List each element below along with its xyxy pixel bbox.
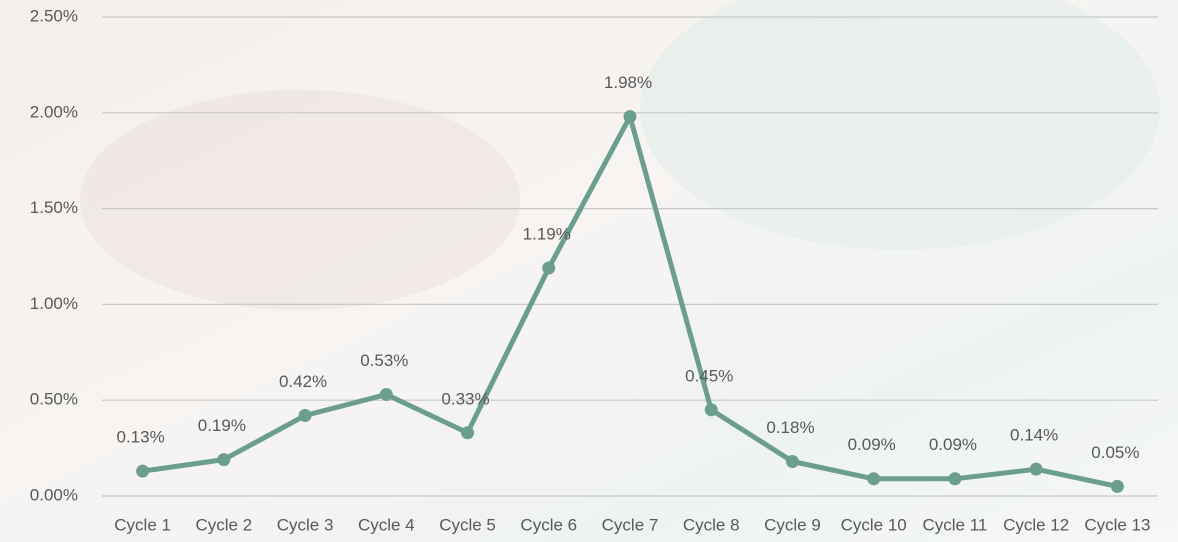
y-tick-label: 0.50% [30, 390, 78, 409]
x-tick-label: Cycle 10 [841, 515, 907, 534]
data-point [461, 426, 475, 440]
data-label: 0.13% [117, 428, 165, 447]
data-label: 1.19% [523, 224, 571, 243]
y-tick-label: 2.00% [30, 102, 78, 121]
data-label: 0.14% [1010, 426, 1058, 445]
x-tick-label: Cycle 5 [439, 515, 496, 534]
x-tick-label: Cycle 12 [1003, 515, 1069, 534]
x-tick-label: Cycle 13 [1084, 515, 1150, 534]
data-point [623, 110, 637, 124]
x-tick-label: Cycle 3 [277, 515, 334, 534]
data-label: 0.33% [441, 389, 489, 408]
data-point [298, 409, 312, 423]
y-tick-label: 1.50% [30, 198, 78, 217]
y-tick-label: 2.50% [30, 6, 78, 25]
x-tick-label: Cycle 9 [764, 515, 821, 534]
data-label: 0.09% [848, 435, 896, 454]
data-label: 0.09% [929, 435, 977, 454]
data-label: 0.53% [360, 351, 408, 370]
data-point [217, 453, 231, 467]
data-point [704, 403, 718, 417]
x-tick-label: Cycle 4 [358, 515, 415, 534]
x-tick-label: Cycle 6 [520, 515, 577, 534]
x-tick-label: Cycle 2 [196, 515, 253, 534]
y-tick-label: 0.00% [30, 485, 78, 504]
data-label: 0.05% [1091, 443, 1139, 462]
data-point [136, 464, 150, 478]
x-tick-label: Cycle 7 [602, 515, 659, 534]
data-point [948, 472, 962, 486]
y-tick-label: 1.00% [30, 294, 78, 313]
data-label: 0.45% [685, 366, 733, 385]
data-label: 0.18% [766, 418, 814, 437]
data-point [1110, 479, 1124, 493]
data-label: 0.42% [279, 372, 327, 391]
data-point [1029, 462, 1043, 476]
x-tick-label: Cycle 8 [683, 515, 740, 534]
data-point [379, 387, 393, 401]
x-tick-label: Cycle 1 [114, 515, 171, 534]
x-tick-label: Cycle 11 [922, 515, 987, 534]
data-label: 1.98% [604, 73, 652, 92]
data-label: 0.19% [198, 416, 246, 435]
background-shape [80, 90, 520, 310]
data-point [542, 261, 556, 275]
data-point [867, 472, 881, 486]
background-shape [640, 0, 1160, 250]
data-point [785, 455, 799, 469]
